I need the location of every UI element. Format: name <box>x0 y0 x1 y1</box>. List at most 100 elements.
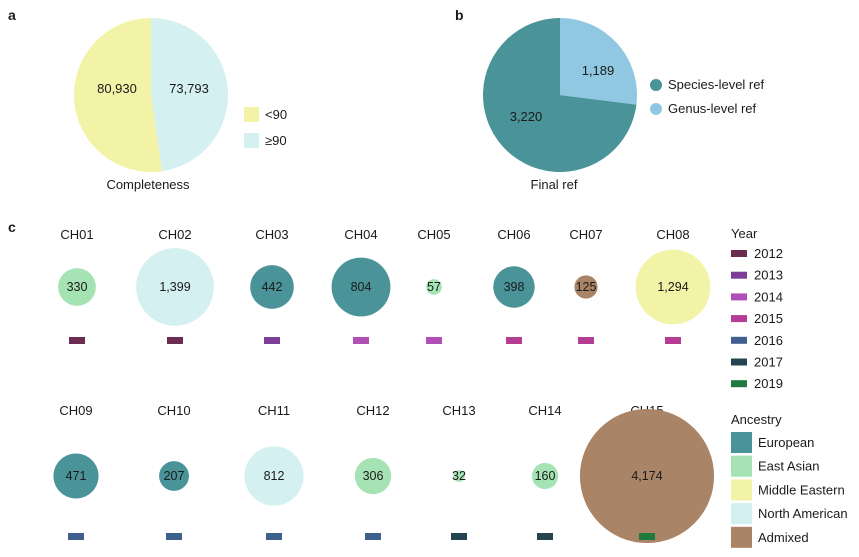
bubble-ch11 <box>244 446 304 506</box>
year-bar-ch03 <box>264 337 280 344</box>
ancestry-legend-title: Ancestry <box>731 412 782 427</box>
legend-label-ge90: ≥90 <box>265 133 287 148</box>
ancestry-legend-label-european: European <box>758 435 814 450</box>
sample-name-ch10: CH10 <box>157 403 190 418</box>
sample-name-ch14: CH14 <box>528 403 561 418</box>
sample-name-ch07: CH07 <box>569 227 602 242</box>
bubble-value-ch11: 812 <box>264 469 285 483</box>
year-bar-ch01 <box>69 337 85 344</box>
pie-slice-genus <box>560 18 638 105</box>
year-legend-swatch-2017 <box>731 358 747 366</box>
legend-label-genus: Genus-level ref <box>668 101 757 116</box>
bubble-ch09 <box>53 453 99 499</box>
year-bar-ch05 <box>426 337 442 344</box>
slice-label-species: 3,220 <box>510 109 543 124</box>
year-bar-ch06 <box>506 337 522 344</box>
year-legend-label-2016: 2016 <box>754 333 783 348</box>
year-bar-ch09 <box>68 533 84 540</box>
slice-label-lt90: 80,930 <box>97 81 137 96</box>
pie-slice-lt90 <box>74 18 163 172</box>
bubble-ch12 <box>354 457 392 495</box>
sample-name-ch09: CH09 <box>59 403 92 418</box>
ancestry-legend-swatch-east-asian <box>731 455 752 477</box>
year-bar-ch02 <box>167 337 183 344</box>
year-legend-swatch-2015 <box>731 315 747 323</box>
bubble-value-ch01: 330 <box>67 280 88 294</box>
panel-label-a: a <box>8 7 16 23</box>
bubble-value-ch04: 804 <box>351 280 372 294</box>
legend-dot-species <box>650 79 662 91</box>
year-bar-ch14 <box>537 533 553 540</box>
year-legend-label-2017: 2017 <box>754 355 783 370</box>
bubble-ch02 <box>136 248 214 326</box>
pie-slice-species <box>483 18 637 173</box>
bubble-ch07 <box>574 275 598 299</box>
sample-name-ch05: CH05 <box>417 227 450 242</box>
sample-name-ch01: CH01 <box>60 227 93 242</box>
bubble-ch03 <box>250 265 294 309</box>
legend-label-lt90: <90 <box>265 107 287 122</box>
bubble-value-ch08: 1,294 <box>657 280 688 294</box>
bubble-ch01 <box>58 268 96 306</box>
bubble-ch13 <box>453 470 465 482</box>
bubble-value-ch07: 125 <box>576 280 597 294</box>
legend-swatch-lt90 <box>244 107 259 122</box>
bubble-ch04 <box>331 257 391 317</box>
year-bar-ch11 <box>266 533 282 540</box>
sample-name-ch08: CH08 <box>656 227 689 242</box>
bubble-ch14 <box>531 462 559 490</box>
year-bar-ch12 <box>365 533 381 540</box>
year-bar-ch07 <box>578 337 594 344</box>
panel-label-b: b <box>455 7 464 23</box>
bubble-ch10 <box>159 461 189 491</box>
chart-title-final-ref: Final ref <box>531 177 578 192</box>
year-legend-label-2012: 2012 <box>754 246 783 261</box>
year-legend-swatch-2014 <box>731 293 747 301</box>
legend-swatch-ge90 <box>244 133 259 148</box>
bubble-value-ch06: 398 <box>504 280 525 294</box>
bubble-value-ch14: 160 <box>535 469 556 483</box>
year-bar-ch13 <box>451 533 467 540</box>
sample-name-ch04: CH04 <box>344 227 377 242</box>
ancestry-legend-label-east-asian: East Asian <box>758 459 819 474</box>
ancestry-legend-label-middle-eastern: Middle Eastern <box>758 482 845 497</box>
year-bar-ch04 <box>353 337 369 344</box>
ancestry-legend-label-admixed: Admixed <box>758 530 809 545</box>
year-legend-label-2015: 2015 <box>754 311 783 326</box>
bubble-value-ch13: 32 <box>452 469 466 483</box>
legend-dot-genus <box>650 103 662 115</box>
year-bar-ch15 <box>639 533 655 540</box>
bubble-ch05 <box>426 279 442 295</box>
bubble-value-ch10: 207 <box>164 469 185 483</box>
bubble-value-ch09: 471 <box>66 469 87 483</box>
ancestry-legend-label-north-american: North American <box>758 506 848 521</box>
pie-slice-ge90 <box>151 18 229 172</box>
bubble-value-ch03: 442 <box>262 280 283 294</box>
year-legend-label-2014: 2014 <box>754 289 783 304</box>
chart-title-completeness: Completeness <box>106 177 190 192</box>
sample-name-ch02: CH02 <box>158 227 191 242</box>
slice-label-ge90: 73,793 <box>169 81 209 96</box>
sample-name-ch13: CH13 <box>442 403 475 418</box>
panel-label-c: c <box>8 219 16 235</box>
bubble-value-ch05: 57 <box>427 280 441 294</box>
bubble-ch08 <box>635 249 711 325</box>
year-bar-ch08 <box>665 337 681 344</box>
bubble-ch06 <box>493 266 535 308</box>
year-legend-swatch-2016 <box>731 336 747 344</box>
sample-name-ch06: CH06 <box>497 227 530 242</box>
year-bar-ch10 <box>166 533 182 540</box>
sample-name-ch11: CH11 <box>258 403 290 418</box>
year-legend-swatch-2012 <box>731 250 747 257</box>
ancestry-legend-swatch-middle-eastern <box>731 479 752 501</box>
sample-name-ch12: CH12 <box>356 403 389 418</box>
year-legend-label-2013: 2013 <box>754 268 783 283</box>
bubble-ch15 <box>579 408 715 544</box>
year-legend-swatch-2019 <box>731 380 747 388</box>
ancestry-legend-swatch-north-american <box>731 503 752 525</box>
year-legend-title: Year <box>731 226 758 241</box>
sample-name-ch03: CH03 <box>255 227 288 242</box>
bubble-value-ch02: 1,399 <box>159 280 190 294</box>
legend-label-species: Species-level ref <box>668 77 764 92</box>
